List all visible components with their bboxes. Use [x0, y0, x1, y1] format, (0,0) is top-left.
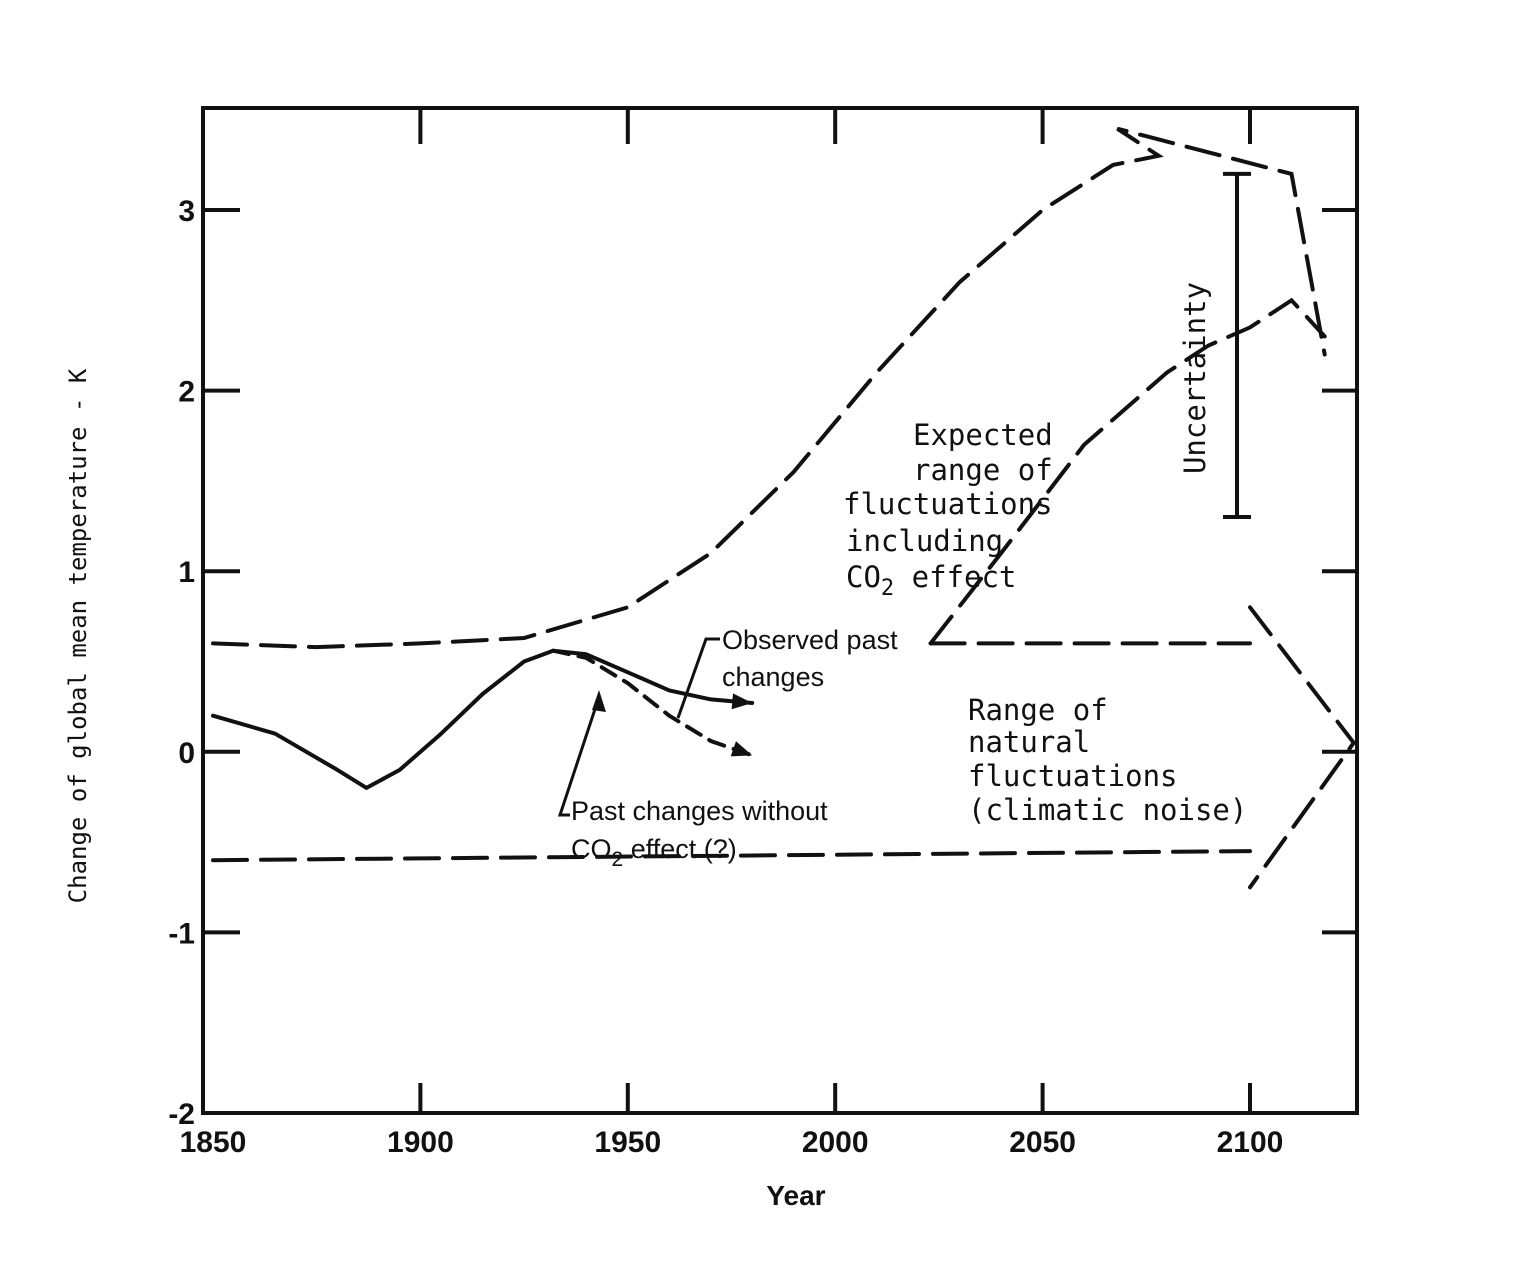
- natural-line-3: fluctuations: [968, 759, 1178, 793]
- natural-line-1: Range of: [968, 693, 1108, 727]
- observed-pointer: [676, 637, 720, 719]
- natural-line-4: (climatic noise): [968, 793, 1247, 827]
- series-line-1: [551, 648, 755, 758]
- expected-co: CO: [846, 560, 881, 594]
- annotation-expected: Expected range of fluctuations including…: [843, 418, 1053, 601]
- without-line-1: Past changes without: [571, 796, 828, 826]
- expected-effect: effect: [894, 560, 1016, 594]
- expected-line-4: including: [846, 524, 1003, 558]
- y-tick-label-1: 1: [178, 556, 195, 589]
- without-pointer-arrowhead: [592, 690, 606, 712]
- annotation-without: Past changes without CO2 effect (?): [571, 796, 828, 871]
- y-tick-label--1: -1: [168, 917, 195, 950]
- expected-subscript: 2: [881, 576, 894, 601]
- without-co: CO: [571, 834, 612, 864]
- x-tick-label-1900: 1900: [387, 1126, 454, 1159]
- observed-line-2: changes: [722, 662, 824, 692]
- y-tick-label--2: -2: [168, 1098, 195, 1131]
- y-tick-label-2: 2: [178, 376, 195, 409]
- x-tick-label-1850: 1850: [180, 1126, 247, 1159]
- observed-line-1: Observed past: [722, 625, 898, 655]
- without-line-2: CO2 effect (?): [571, 834, 737, 871]
- expected-line-5: CO2 effect: [846, 560, 1016, 601]
- observed-arrowhead: [731, 693, 753, 710]
- tick-labels: 1850 1900 1950 2000 2050 2100 -2 -1 0 1 2 3: [168, 195, 1283, 1159]
- annotation-observed: Observed past changes: [722, 625, 898, 692]
- x-tick-label-1950: 1950: [594, 1126, 661, 1159]
- series-line-0: [211, 648, 755, 790]
- y-tick-label-3: 3: [178, 195, 195, 228]
- expected-line-2: range of: [913, 453, 1053, 487]
- without-subscript: 2: [612, 848, 624, 871]
- series-line-2: [211, 126, 1327, 650]
- series-line-5: [211, 849, 1252, 863]
- series-layer: [211, 126, 1357, 890]
- expected-line-3: fluctuations: [843, 487, 1053, 521]
- x-tick-label-2100: 2100: [1217, 1126, 1284, 1159]
- x-tick-label-2000: 2000: [802, 1126, 869, 1159]
- y-tick-label-0: 0: [178, 737, 195, 770]
- uncertainty-label: Uncertainty: [1178, 282, 1212, 474]
- annotation-natural: Range of natural fluctuations (climatic …: [968, 693, 1247, 827]
- natural-line-2: natural: [968, 725, 1090, 759]
- y-axis-title: Change of global mean temperature - K: [64, 368, 92, 903]
- series-line-3: [928, 297, 1327, 646]
- without-effect: effect (?): [623, 834, 737, 864]
- expected-line-1: Expected: [913, 418, 1053, 452]
- x-tick-label-2050: 2050: [1009, 1126, 1076, 1159]
- without-arrowhead: [730, 741, 753, 757]
- x-axis-title: Year: [766, 1180, 825, 1211]
- without-pointer: [557, 696, 601, 817]
- series-line-6: [1248, 605, 1357, 890]
- ticks: [203, 108, 1357, 1113]
- plot-frame: [201, 106, 1359, 1115]
- annotation-pointers: [557, 637, 720, 817]
